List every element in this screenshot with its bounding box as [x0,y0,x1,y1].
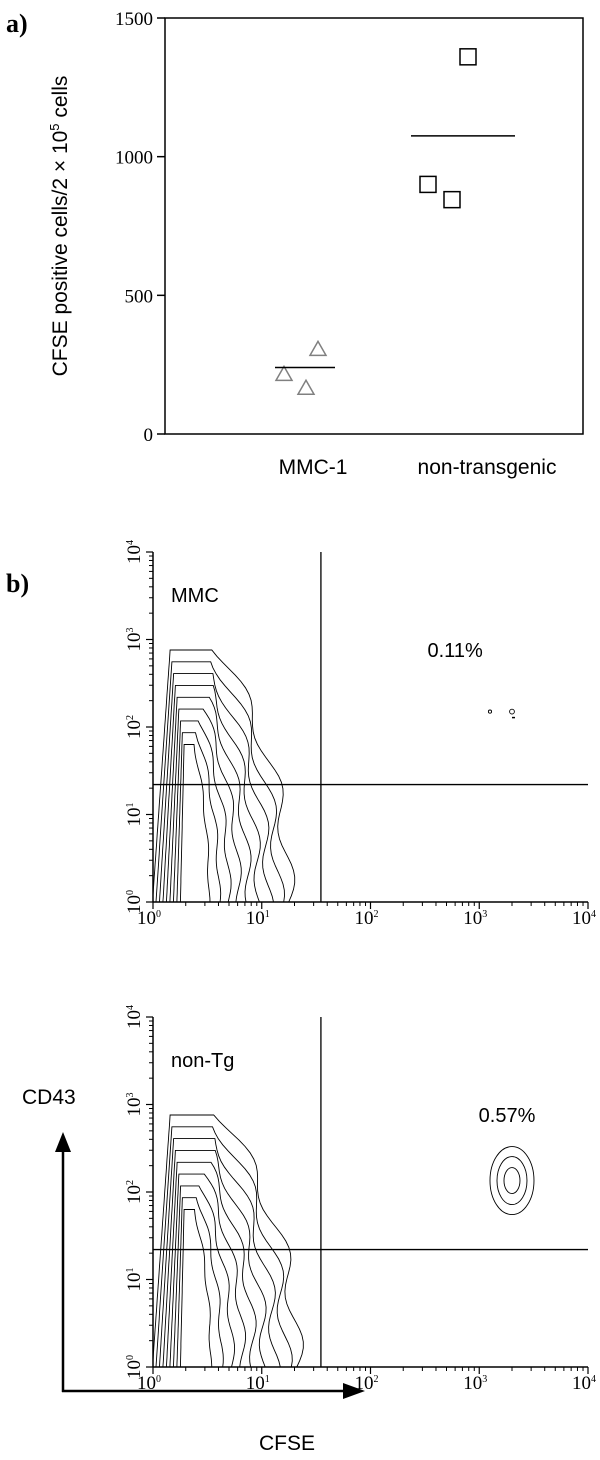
upper-right-contour [489,1146,535,1216]
y-tick-label: 100 [124,1355,145,1379]
y-tick-label: 101 [124,803,145,827]
contour-line [165,696,252,903]
data-point-triangle [274,364,294,382]
data-point-square [443,190,461,209]
data-point-square [419,175,437,194]
y-tick-label: 104 [124,1005,145,1029]
x-tick-label: 102 [355,1373,379,1394]
y-tick-exponent: 4 [125,540,136,545]
x-tick-exponent: 2 [374,1374,379,1385]
contour-line [172,720,232,903]
x-tick-exponent: 4 [591,909,596,920]
axis-arrows: CD43 CFSE [22,1086,365,1455]
x-tick-exponent: 4 [591,1374,596,1385]
x-tick-exponent: 1 [265,1374,270,1385]
upper-right-contour [496,1156,528,1206]
panel-a-y-axis-label-sup: 5 [47,123,62,130]
flow-plot-label: MMC [171,585,219,607]
contour-line [169,1173,247,1368]
contour-line [155,661,285,903]
x-tick-exponent: 0 [156,909,161,920]
data-point-triangle [308,339,328,357]
y-tick-exponent: 3 [125,628,136,633]
x-tick-label: 101 [246,1373,270,1394]
contour-line [155,1126,293,1368]
cfse-arrow-head [343,1383,365,1399]
x-tick-label: 103 [463,1373,487,1394]
flow-plot-label: non-Tg [171,1050,234,1072]
contour-line [179,744,211,903]
contour-line [165,1161,257,1368]
y-tick-label: 103 [124,1093,145,1117]
cd43-axis-label: CD43 [22,1086,76,1109]
category-label-mmc-1: MMC-1 [279,456,348,479]
y-tick-exponent: 1 [125,1268,136,1273]
contour-line [179,1209,213,1368]
panel-a: a) 0 500 1000 1500 CFSE positive cells/2 × … [6,9,584,479]
x-tick-label: 103 [463,908,487,929]
y-tick-exponent: 3 [125,1093,136,1098]
x-tick-label: 102 [355,908,379,929]
y-tick-exponent: 1 [125,803,136,808]
contour-line [159,673,275,903]
x-tick-exponent: 3 [482,1374,487,1385]
y-tick-exponent: 4 [125,1005,136,1010]
cfse-axis-label: CFSE [259,1432,315,1455]
y-tick-label: 102 [124,1180,145,1204]
contour-line [152,649,296,903]
flow-plot-non-tg: 100100101101102102103103104104non-Tg0.57… [124,1005,596,1394]
contour-line [159,1138,281,1368]
y-tick-exponent: 2 [125,715,136,720]
y-tick-label: 101 [124,1268,145,1292]
contour-line [176,1197,224,1368]
panel-a-label: a) [6,9,28,38]
contour-line [172,1185,236,1368]
y-tick-label: 100 [124,890,145,914]
y-tick-label: 102 [124,715,145,739]
x-tick-exponent: 0 [156,1374,161,1385]
y-tick-label: 103 [124,628,145,652]
y-tick-exponent: 2 [125,1180,136,1185]
data-point-square [459,48,477,66]
y-tick-label: 500 [125,286,154,307]
x-tick-label: 100 [137,1373,161,1394]
x-tick-exponent: 2 [374,909,379,920]
y-tick-exponent: 0 [125,890,136,895]
x-tick-label: 100 [137,908,161,929]
panel-b-label: b) [6,569,29,598]
upper-right-event [509,708,515,715]
upper-right-contour [503,1167,521,1195]
panel-a-frame [164,17,584,435]
contour-line [176,732,222,903]
panel-a-y-ticks: 0 500 1000 1500 [115,9,165,446]
upper-right-event [487,709,493,714]
data-point-triangle [296,378,316,395]
panel-a-y-axis-label-tail: cells [49,76,72,124]
x-tick-label: 104 [572,1373,596,1394]
x-tick-exponent: 1 [265,909,270,920]
y-tick-label: 1500 [115,9,153,30]
panel-b: b) 100100101101102102103103104104MMC0.11… [6,540,596,1455]
contour-line [169,708,242,903]
panel-a-marks [274,48,515,395]
x-tick-label: 101 [246,908,270,929]
panel-a-y-axis-label: CFSE positive cells/2 × 105 cells [47,76,72,377]
quadrant-percent: 0.57% [479,1105,536,1127]
panel-a-y-axis-label-main: CFSE positive cells/2 × 10 [49,131,72,377]
cd43-arrow-head [55,1132,71,1152]
y-tick-exponent: 0 [125,1355,136,1360]
y-tick-label: 1000 [115,148,153,169]
y-tick-label: 104 [124,540,145,564]
contour-line [162,684,261,903]
category-label-non-transgenic: non-transgenic [418,456,557,479]
quadrant-percent: 0.11% [428,640,483,662]
x-tick-exponent: 3 [482,909,487,920]
contour-line [162,1149,267,1368]
x-tick-label: 104 [572,908,596,929]
y-tick-label: 0 [144,425,154,446]
contour-line [152,1114,304,1368]
